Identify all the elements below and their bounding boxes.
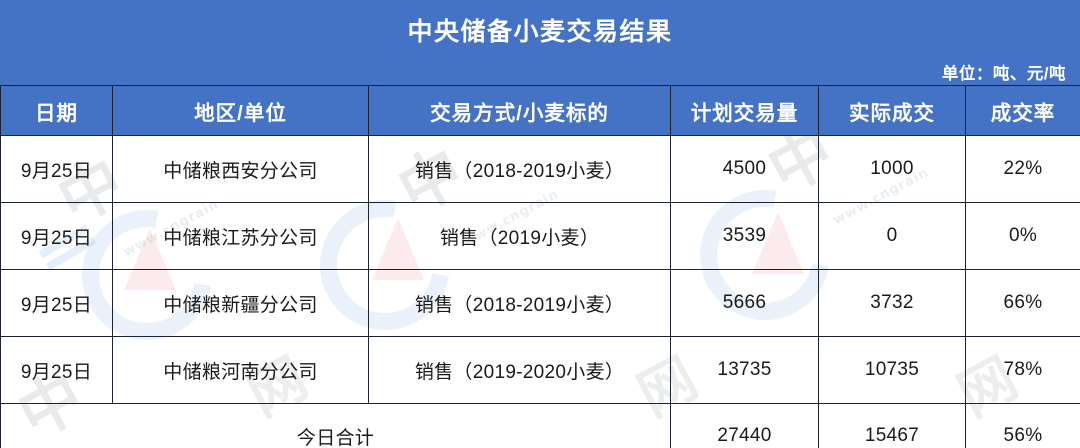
cell-rate: 0% <box>965 202 1080 270</box>
table-row: 9月25日 中储粮新疆分公司 销售（2018-2019小麦） 5666 3732… <box>0 269 1080 337</box>
banner: 中央储备小麦交易结果 单位：吨、元/吨 <box>0 0 1080 85</box>
cell-unit: 中储粮河南分公司 <box>112 336 369 404</box>
cell-total-rate: 56% <box>965 403 1080 448</box>
trade-results-table: 日期 地区/单位 交易方式/小麦标的 计划交易量 实际成交 成交率 9月25日 … <box>0 85 1080 448</box>
table-header-row: 日期 地区/单位 交易方式/小麦标的 计划交易量 实际成交 成交率 <box>0 85 1080 136</box>
cell-total-plan: 27440 <box>670 403 819 448</box>
cell-plan: 3539 <box>670 202 819 270</box>
cell-rate: 22% <box>965 135 1080 203</box>
cell-unit: 中储粮江苏分公司 <box>112 202 369 270</box>
cell-plan: 13735 <box>670 336 819 404</box>
unit-note: 单位：吨、元/吨 <box>941 65 1066 83</box>
cell-plan: 4500 <box>670 135 819 203</box>
cell-date: 9月25日 <box>0 269 113 337</box>
table-container: 日期 地区/单位 交易方式/小麦标的 计划交易量 实际成交 成交率 9月25日 … <box>0 85 1080 448</box>
table-total-row: 今日合计 27440 15467 56% <box>0 403 1080 448</box>
cell-actual: 3732 <box>818 269 966 337</box>
cell-plan: 5666 <box>670 269 819 337</box>
page-title: 中央储备小麦交易结果 <box>407 18 673 46</box>
table-row: 9月25日 中储粮河南分公司 销售（2019-2020小麦） 13735 107… <box>0 336 1080 404</box>
cell-total-label: 今日合计 <box>0 403 671 448</box>
column-header-plan: 计划交易量 <box>670 85 819 136</box>
cell-method: 销售（2019-2020小麦） <box>368 336 671 404</box>
cell-unit: 中储粮新疆分公司 <box>112 269 369 337</box>
table-row: 9月25日 中储粮江苏分公司 销售（2019小麦） 3539 0 0% <box>0 202 1080 270</box>
cell-actual: 10735 <box>818 336 966 404</box>
table-row: 9月25日 中储粮西安分公司 销售（2018-2019小麦） 4500 1000… <box>0 135 1080 203</box>
cell-method: 销售（2018-2019小麦） <box>368 269 671 337</box>
cell-actual: 0 <box>818 202 966 270</box>
cell-date: 9月25日 <box>0 135 113 203</box>
column-header-rate: 成交率 <box>965 85 1080 136</box>
cell-rate: 66% <box>965 269 1080 337</box>
cell-date: 9月25日 <box>0 202 113 270</box>
column-header-unit: 地区/单位 <box>112 85 369 136</box>
cell-method: 销售（2019小麦） <box>368 202 671 270</box>
cell-rate: 78% <box>965 336 1080 404</box>
column-header-date: 日期 <box>0 85 113 136</box>
cell-actual: 1000 <box>818 135 966 203</box>
cell-date: 9月25日 <box>0 336 113 404</box>
column-header-actual: 实际成交 <box>818 85 966 136</box>
cell-method: 销售（2018-2019小麦） <box>368 135 671 203</box>
cell-total-actual: 15467 <box>818 403 966 448</box>
cell-unit: 中储粮西安分公司 <box>112 135 369 203</box>
column-header-method: 交易方式/小麦标的 <box>368 85 671 136</box>
